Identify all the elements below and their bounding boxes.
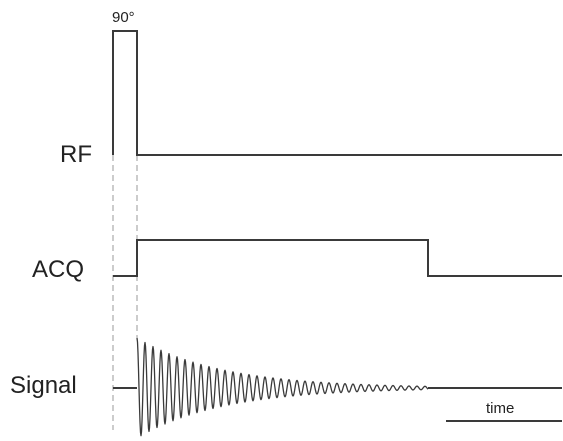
acq-row-label: ACQ bbox=[32, 256, 84, 283]
fid-signal-trace bbox=[136, 337, 429, 437]
pulse-angle-label: 90° bbox=[112, 9, 135, 26]
acq-window-trace bbox=[113, 239, 562, 277]
signal-row-label: Signal bbox=[10, 372, 77, 399]
time-scale-label: time bbox=[486, 400, 514, 417]
rf-row-label: RF bbox=[60, 141, 92, 168]
rf-pulse-trace bbox=[112, 30, 562, 156]
